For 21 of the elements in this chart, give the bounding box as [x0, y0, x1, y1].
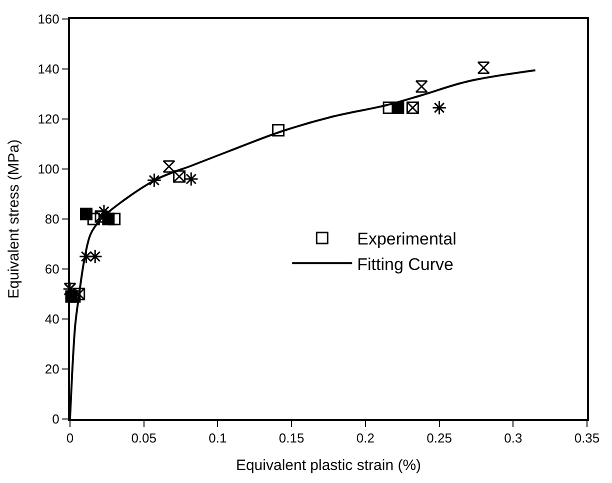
x-tick-label: 0: [66, 430, 74, 446]
y-tick-label: 20: [44, 362, 60, 377]
x-tick-label: 0.35: [574, 430, 600, 446]
y-tick-label: 80: [44, 212, 60, 227]
y-tick-label: 160: [38, 12, 60, 27]
x-tick-label: 0.05: [131, 430, 157, 446]
y-tick-label: 100: [38, 162, 60, 177]
x-axis-title: Equivalent plastic strain (%): [236, 457, 422, 474]
y-tick-label: 0: [52, 412, 60, 427]
y-tick-label: 120: [38, 112, 60, 127]
x-tick-label: 0.25: [426, 430, 452, 446]
legend-label: Fitting Curve: [357, 254, 454, 274]
x-tick-label: 0.1: [208, 430, 227, 446]
y-tick-label: 60: [44, 262, 60, 277]
legend-label: Experimental: [357, 230, 456, 249]
x-tick-label: 0.2: [356, 430, 374, 446]
y-tick-label: 140: [38, 62, 60, 77]
x-tick-label: 0.3: [504, 430, 522, 446]
y-tick-label: 40: [44, 312, 60, 327]
y-axis-title: Equivalent stress (MPa): [5, 139, 22, 299]
x-tick-label: 0.15: [278, 430, 304, 446]
